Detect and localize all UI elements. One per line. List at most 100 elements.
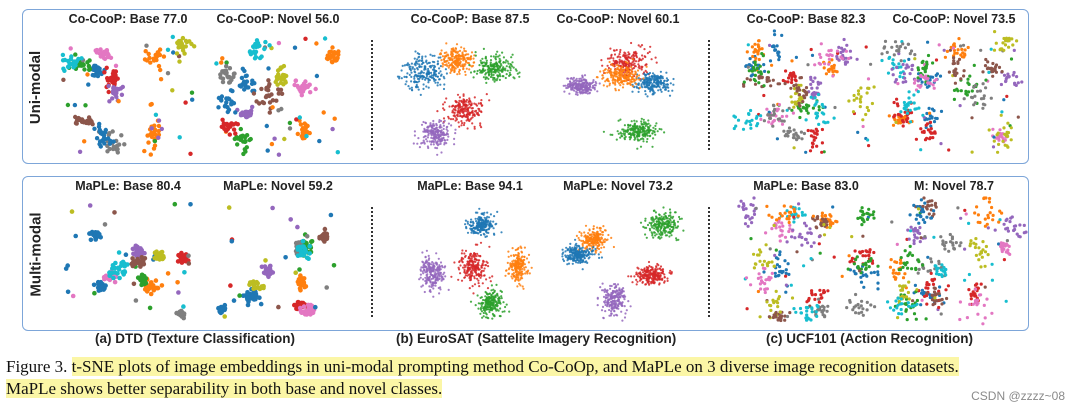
scatter-point [920,60,924,65]
scatter-point [802,88,806,92]
scatter-point [623,134,626,137]
scatter-point [511,61,514,64]
scatter-point [419,93,422,96]
scatter-point [970,116,974,120]
scatter-point [787,76,791,80]
scatter-point [142,148,147,154]
scatter-point [486,211,489,214]
scatter-point [299,252,304,258]
scatter-point [811,106,815,110]
scatter-point [472,61,475,64]
tsne-scatter [396,42,521,156]
scatter-point [404,83,407,86]
scatter-point [1016,81,1020,85]
scatter-point [584,84,587,87]
scatter-point [276,40,282,46]
scatter-point [623,136,626,140]
scatter-point [468,287,471,290]
scatter-point [465,272,468,275]
scatter-point [517,254,520,257]
scatter-point [486,215,489,218]
scatter-point [788,73,792,77]
scatter-point [905,111,910,115]
scatter-point [573,82,576,86]
scatter-point [912,101,916,105]
scatter-point [455,118,458,121]
scatter-point [422,83,425,86]
scatter-point [630,69,633,72]
scatter-point [462,112,465,115]
scatter-point [227,122,232,128]
scatter-point [477,232,480,235]
scatter-point [446,138,449,141]
scatter-point [920,80,924,84]
scatter-point [570,84,574,87]
scatter-point [422,71,425,74]
scatter-point [665,71,668,74]
scatter-point [904,66,908,70]
scatter-point [885,50,889,54]
scatter-point [814,136,818,140]
scatter-point [616,64,619,67]
scatter-point [456,64,459,67]
scatter-point [1016,115,1020,119]
scatter-point [747,63,751,67]
scatter-point [463,104,466,107]
scatter-point [218,75,223,80]
scatter-point [438,138,441,141]
scatter-point [249,294,255,299]
scatter-point [94,47,100,53]
scatter-point [563,90,566,93]
scatter-point [156,128,161,134]
scatter-point [472,57,475,60]
scatter-point [439,53,442,56]
scatter-point [639,45,642,48]
scatter-point [763,69,767,73]
scatter-point [993,30,997,34]
scatter-point [443,83,446,86]
scatter-point [804,86,809,90]
scatter-point [106,89,111,95]
scatter-point [640,66,643,69]
scatter-point [928,111,932,115]
scatter-point [1006,72,1010,76]
scatter-point [149,101,154,107]
scatter-point [613,53,617,56]
scatter-point [468,223,471,227]
plot-title: MaPLe: Base 80.4 [75,179,181,193]
scatter-point [96,233,101,238]
scatter-point [424,271,427,274]
scatter-point [481,212,484,215]
scatter-point [453,105,456,108]
scatter-point [897,47,901,51]
scatter-point [471,274,474,277]
scatter-point [592,79,595,82]
scatter-point [460,279,464,282]
scatter-point [913,78,917,82]
scatter-point [609,133,612,136]
scatter-point [607,71,611,74]
scatter-point [572,76,575,79]
scatter-point [463,271,466,274]
scatter-point [235,142,240,147]
scatter-point [970,150,974,154]
scatter-point [304,133,309,139]
scatter-point [759,114,763,118]
scatter-point [434,146,437,149]
scatter-point [902,100,906,105]
scatter-point [747,69,751,73]
scatter-point [478,225,481,228]
scatter-point [475,273,478,276]
scatter-point [789,95,793,99]
scatter-point [632,131,635,134]
scatter-point [109,270,115,276]
scatter-point [299,93,304,98]
scatter-point [435,252,438,255]
scatter-point [656,130,659,133]
scatter-point [421,57,424,60]
scatter-point [583,74,587,77]
scatter-point [425,128,429,131]
scatter-point [457,107,460,110]
scatter-point [439,271,442,274]
scatter-point [753,60,757,64]
